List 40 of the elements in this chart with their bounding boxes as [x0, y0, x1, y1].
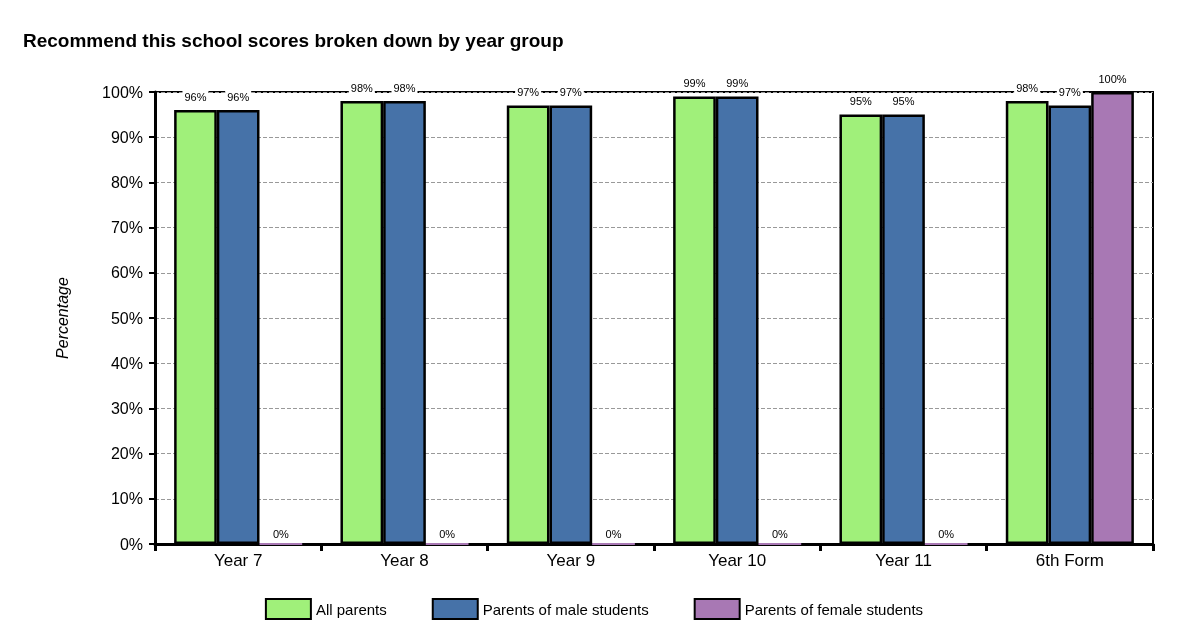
data-label: 97%: [1058, 86, 1082, 99]
data-label: 96%: [184, 90, 207, 103]
data-label: 0%: [605, 527, 622, 540]
y-tick-label: 40%: [110, 354, 143, 372]
x-tick-label: Year 7: [213, 551, 263, 570]
x-tick-label: Year 8: [380, 551, 429, 570]
data-label: 0%: [938, 527, 955, 540]
chart-title: Recommend this school scores broken down by year group: [23, 30, 564, 51]
data-label: 98%: [350, 81, 374, 94]
legend-label: Parents of female students: [744, 600, 924, 618]
y-tick-label: 30%: [110, 399, 143, 417]
y-tick-label: 60%: [110, 264, 143, 282]
data-label: 98%: [1016, 81, 1039, 94]
legend-label: Parents of male students: [482, 600, 649, 618]
y-tick-label: 0%: [119, 535, 143, 553]
data-label: 97%: [559, 86, 583, 99]
data-label: 95%: [849, 95, 873, 108]
y-tick-label: 100%: [102, 83, 143, 101]
data-label: 99%: [683, 77, 706, 90]
x-tick-label: Year 10: [708, 551, 767, 570]
x-tick-label: Year 11: [875, 551, 932, 570]
data-label: 98%: [393, 81, 416, 94]
y-tick-label: 90%: [110, 128, 143, 146]
data-label: 99%: [726, 77, 749, 90]
y-tick-label: 70%: [110, 219, 143, 237]
data-label: 97%: [517, 86, 540, 99]
data-label: 0%: [272, 527, 290, 540]
y-tick-label: 50%: [110, 309, 143, 327]
data-label: 0%: [771, 527, 789, 540]
x-tick-label: 6th Form: [1035, 551, 1104, 570]
y-tick-label: 80%: [110, 173, 143, 191]
legend-label: All parents: [315, 600, 387, 618]
y-axis-title: Percentage: [53, 276, 71, 359]
y-tick-label: 10%: [110, 490, 143, 508]
y-tick-label: 20%: [110, 445, 143, 463]
data-label: 100%: [1098, 72, 1127, 85]
data-label: 0%: [439, 527, 456, 540]
data-label: 95%: [892, 95, 915, 108]
data-label: 96%: [227, 90, 250, 103]
x-tick-label: Year 9: [546, 551, 596, 570]
